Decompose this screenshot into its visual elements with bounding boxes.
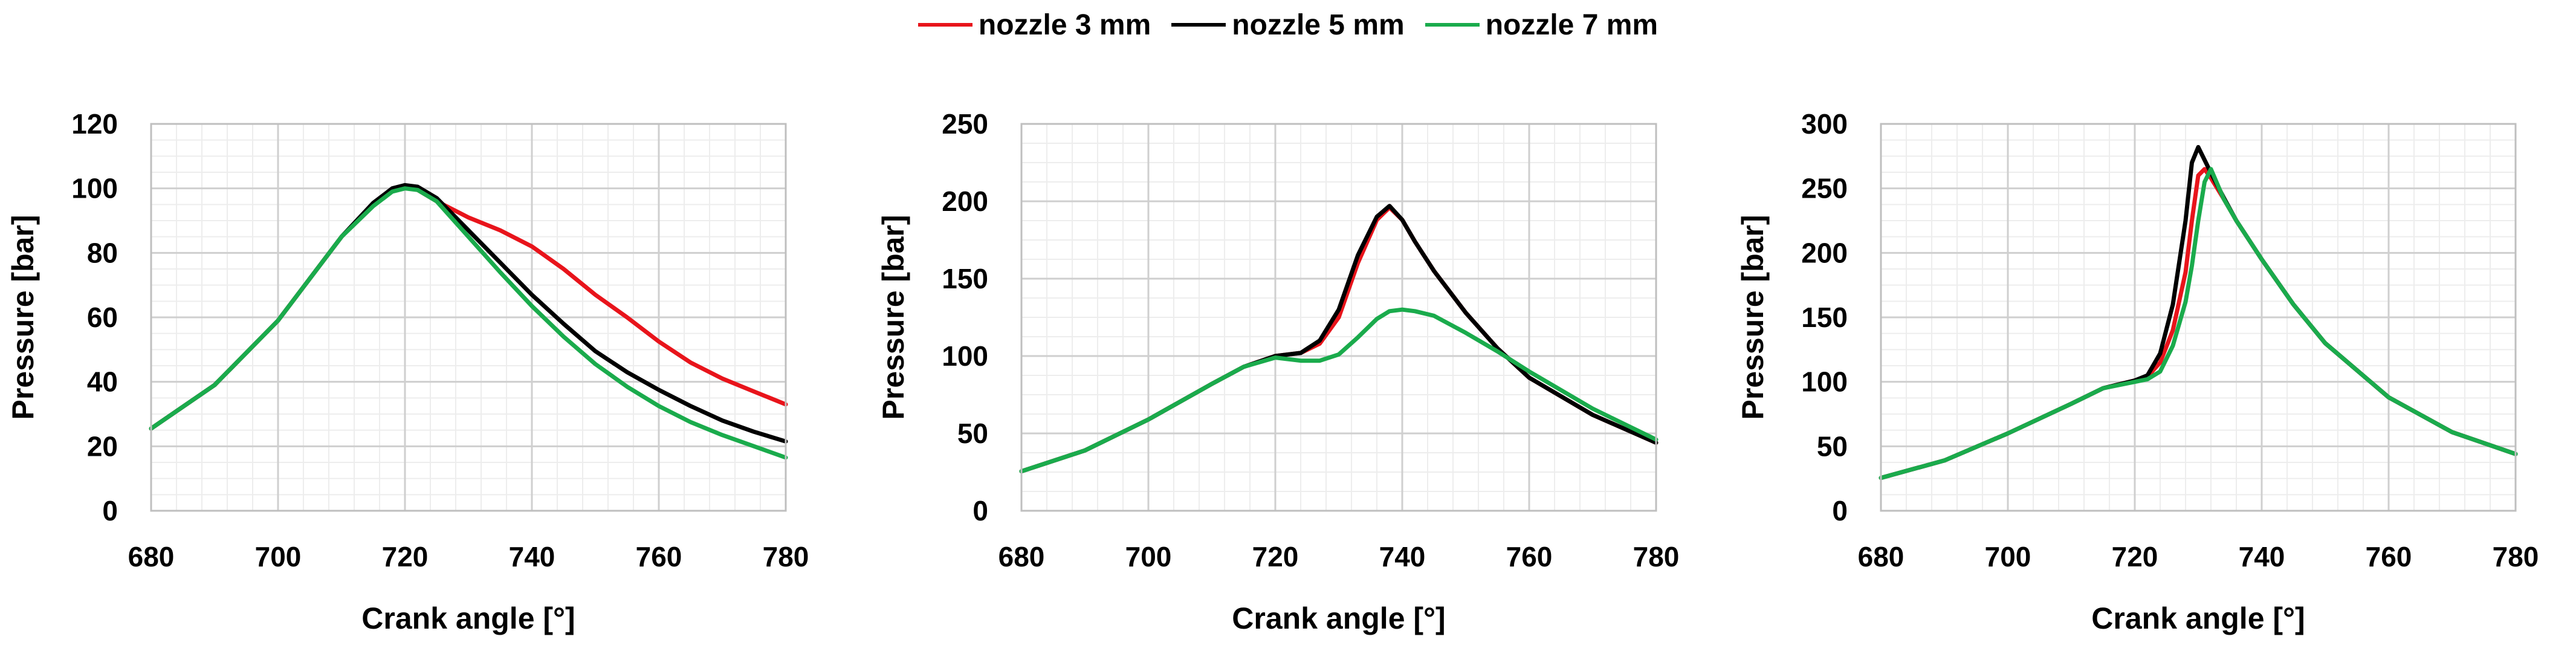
- legend-label: nozzle 5 mm: [1232, 8, 1405, 41]
- x-tick-label: 780: [2493, 541, 2539, 572]
- y-tick-label: 0: [102, 495, 118, 526]
- y-tick-label: 100: [1801, 366, 1848, 398]
- y-tick-label: 80: [87, 237, 118, 268]
- pressure-chart-middle: 680 700 720 740 760 780 0 50 100 150 200 250 Crank a…: [876, 108, 1680, 635]
- series-line-nozzle-7-mm: [149, 186, 788, 460]
- y-tick-label: 50: [1817, 430, 1848, 462]
- series-line-nozzle-5-mm: [1879, 144, 2518, 481]
- series-line-nozzle-3-mm: [149, 184, 788, 431]
- plot-frame: [1880, 123, 2517, 512]
- series-line-nozzle-7-mm: [1879, 167, 2518, 481]
- plot-frame: [150, 123, 787, 512]
- y-tick-label: 40: [87, 366, 118, 398]
- legend-label: nozzle 3 mm: [978, 8, 1151, 41]
- x-tick-label: 680: [1858, 541, 1904, 572]
- y-tick-label: 250: [942, 108, 988, 140]
- x-tick-label: 740: [2239, 541, 2285, 572]
- chart-panel-left: 680 700 720 740 760 780 0 20 40 60 80 100 120 Crank a…: [0, 0, 846, 651]
- x-tick-label: 700: [1125, 541, 1172, 572]
- x-axis-title: Crank angle [°]: [1232, 601, 1445, 635]
- plot-frame: [1020, 123, 1657, 512]
- x-tick-label: 740: [1379, 541, 1426, 572]
- x-tick-label: 760: [1506, 541, 1553, 572]
- legend-swatch: [917, 23, 972, 27]
- legend-label: nozzle 7 mm: [1485, 8, 1659, 41]
- y-tick-label: 100: [71, 173, 118, 204]
- series-line-nozzle-5-mm: [149, 183, 788, 444]
- x-tick-label: 780: [1633, 541, 1680, 572]
- x-tick-label: 720: [2112, 541, 2158, 572]
- x-axis-title: Crank angle [°]: [361, 601, 575, 635]
- x-axis-title: Crank angle [°]: [2091, 601, 2305, 635]
- y-axis-title: Pressure [bar]: [6, 215, 40, 419]
- legend-swatch: [1425, 23, 1480, 27]
- x-tick-label: 720: [382, 541, 429, 572]
- y-tick-label: 200: [942, 186, 988, 217]
- x-tick-label: 720: [1252, 541, 1299, 572]
- y-tick-label: 150: [942, 263, 988, 294]
- pressure-chart-left: 680 700 720 740 760 780 0 20 40 60 80 100 120 Crank a…: [6, 108, 809, 635]
- y-tick-label: 150: [1801, 302, 1848, 333]
- x-tick-label: 680: [128, 541, 175, 572]
- y-axis-title: Pressure [bar]: [876, 215, 910, 419]
- legend-swatch: [1171, 23, 1226, 27]
- legend: nozzle 3 mm nozzle 5 mm nozzle 7 mm: [0, 4, 2576, 46]
- x-tick-label: 780: [763, 541, 809, 572]
- series-line-nozzle-7-mm: [1019, 307, 1659, 474]
- x-tick-label: 760: [2366, 541, 2412, 572]
- y-tick-label: 20: [87, 430, 118, 462]
- legend-item-nozzle-7mm[interactable]: nozzle 7 mm: [1425, 8, 1658, 42]
- legend-item-nozzle-5mm[interactable]: nozzle 5 mm: [1171, 8, 1405, 42]
- y-tick-label: 300: [1801, 108, 1848, 140]
- major-grid: [150, 123, 787, 512]
- series-line-nozzle-5-mm: [1019, 204, 1659, 474]
- y-tick-label: 200: [1801, 237, 1848, 268]
- series-line-nozzle-3-mm: [1019, 205, 1659, 474]
- chart-panel-right: 680 700 720 740 760 780 0 50 100 150 200 250 300 Cran…: [1730, 0, 2576, 651]
- x-tick-label: 700: [255, 541, 302, 572]
- chart-panel-middle: 680 700 720 740 760 780 0 50 100 150 200 250 Crank a…: [870, 0, 1717, 651]
- y-tick-label: 50: [957, 418, 988, 449]
- y-tick-label: 0: [972, 495, 988, 526]
- legend-item-nozzle-3mm[interactable]: nozzle 3 mm: [917, 8, 1151, 42]
- y-tick-label: 250: [1801, 173, 1848, 204]
- x-tick-label: 680: [998, 541, 1045, 572]
- y-tick-label: 0: [1832, 495, 1848, 526]
- y-axis-title: Pressure [bar]: [1736, 215, 1770, 419]
- y-tick-label: 100: [942, 340, 988, 372]
- x-tick-label: 740: [509, 541, 555, 572]
- y-tick-label: 120: [71, 108, 118, 140]
- x-tick-label: 760: [636, 541, 682, 572]
- pressure-chart-right: 680 700 720 740 760 780 0 50 100 150 200 250 300 Cran…: [1736, 108, 2539, 635]
- major-grid: [1880, 123, 2517, 512]
- y-tick-label: 60: [87, 302, 118, 333]
- x-tick-label: 700: [1985, 541, 2031, 572]
